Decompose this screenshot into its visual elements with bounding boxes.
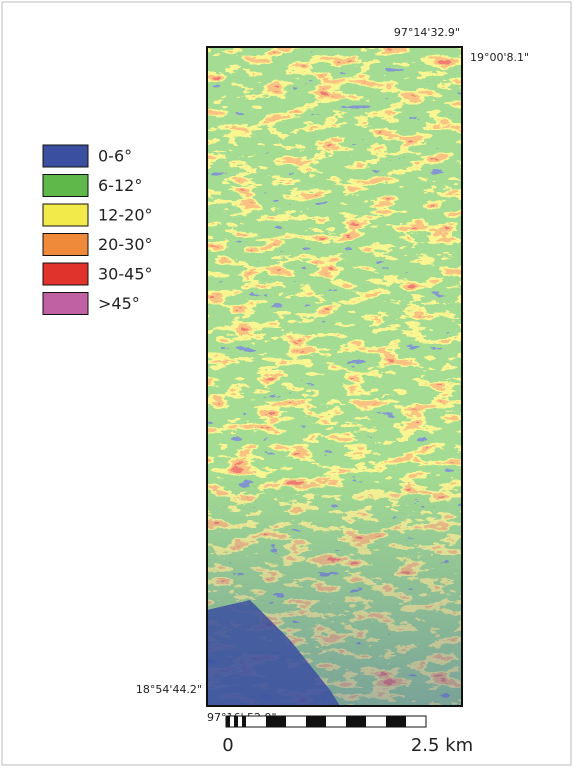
scale-start: 0: [222, 735, 233, 756]
top-latitude: 19°00'8.1": [470, 51, 529, 64]
scale-segment: [234, 716, 238, 727]
legend-swatch: [43, 175, 88, 197]
legend-swatch: [43, 204, 88, 226]
scale-segment: [346, 716, 366, 727]
scale-segment: [266, 716, 286, 727]
legend: 0-6° 6-12° 12-20° 20-30° 30-45° >45°: [43, 145, 153, 315]
legend-label: 30-45°: [98, 265, 153, 284]
scale-segment: [242, 716, 246, 727]
legend-swatch: [43, 145, 88, 167]
top-longitude: 97°14'32.9": [394, 26, 460, 39]
lowland-shade: [207, 470, 462, 706]
scale-bar: [226, 716, 426, 727]
legend-label: 20-30°: [98, 235, 153, 254]
scale-segment: [306, 716, 326, 727]
legend-swatch: [43, 263, 88, 285]
scale-end: 2.5 km: [411, 735, 473, 756]
legend-label: >45°: [98, 294, 140, 313]
slope-map: [207, 47, 462, 706]
legend-label: 0-6°: [98, 147, 132, 166]
legend-label: 6-12°: [98, 176, 142, 195]
legend-swatch: [43, 293, 88, 315]
map-page: 97°14'32.9" 19°00'8.1" 18°54'44.2" 97°16…: [0, 0, 574, 768]
bottom-latitude: 18°54'44.2": [136, 683, 202, 696]
scale-segment: [386, 716, 406, 727]
legend-label: 12-20°: [98, 206, 153, 225]
legend-swatch: [43, 234, 88, 256]
scale-segment: [226, 716, 230, 727]
